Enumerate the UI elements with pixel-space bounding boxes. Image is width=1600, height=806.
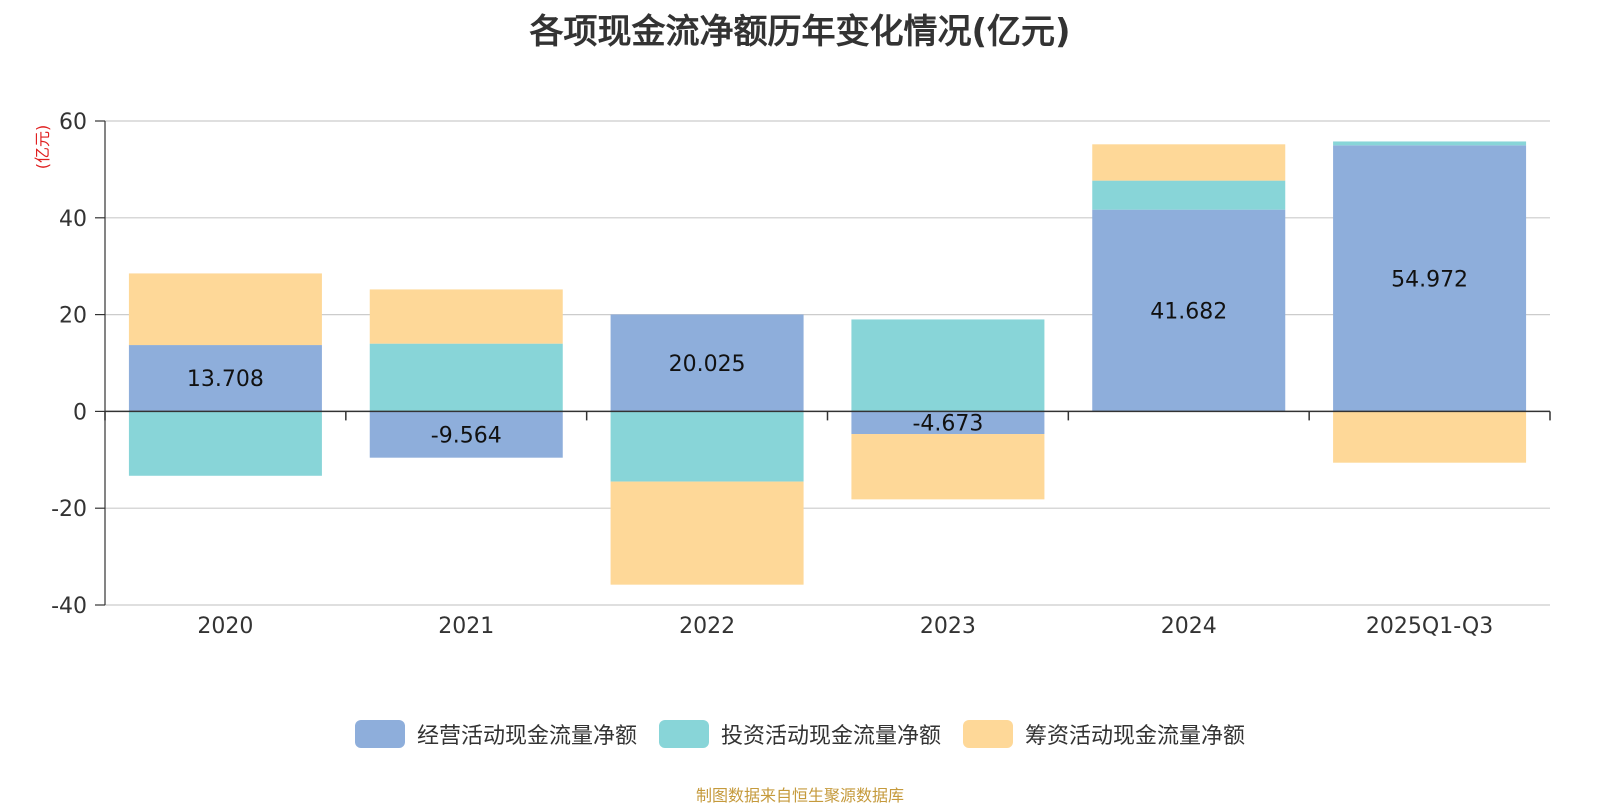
legend-swatch [963, 720, 1013, 748]
bar-2023-series-1 [851, 411, 1045, 435]
bar-2021-series-2 [369, 343, 563, 412]
y-tick-label: -20 [51, 497, 87, 522]
bar-2023-series-3 [851, 434, 1045, 500]
bar-2025Q1-Q3-series-3 [1333, 411, 1527, 463]
legend-item-3[interactable]: 筹资活动现金流量净额 [963, 718, 1245, 750]
y-tick-label: 60 [59, 110, 87, 135]
bar-2023-series-2 [851, 319, 1045, 412]
y-axis-label: (亿元) [33, 125, 52, 170]
y-tick-label: 20 [59, 304, 87, 329]
x-tick-label: 2024 [1161, 614, 1217, 639]
chart-svg: -40 -20 0 20 40 60 (亿元) 2020 2021 2022 2023 2024 202… [33, 110, 1551, 639]
chart-title: 各项现金流净额历年变化情况(亿元) [529, 12, 1071, 52]
source-note: 制图数据来自恒生聚源数据库 [695, 786, 904, 805]
bar-2025Q1-Q3-series-2 [1333, 141, 1527, 146]
bar-2021-series-1 [369, 411, 563, 458]
bar-2020-series-3 [128, 273, 322, 346]
data-label: 20.025 [669, 352, 746, 377]
data-label: 13.708 [187, 367, 264, 392]
data-label: 54.972 [1391, 267, 1468, 292]
x-tick-label: 2022 [679, 614, 735, 639]
y-tick-label: -40 [51, 594, 87, 619]
bar-2025Q1-Q3-series-1 [1333, 145, 1527, 412]
y-tick-label: 0 [73, 400, 87, 425]
bar-2022-series-1 [610, 314, 804, 412]
bar-2022-series-3 [610, 481, 804, 585]
legend-item-2[interactable]: 投资活动现金流量净额 [658, 718, 941, 750]
data-label: -9.564 [431, 424, 502, 449]
bar-2021-series-3 [369, 289, 563, 344]
legend-label: 投资活动现金流量净额 [720, 724, 941, 749]
data-label: 41.682 [1150, 300, 1227, 325]
legend-swatch [354, 720, 405, 748]
bar-2024-series-2 [1092, 180, 1286, 210]
bar-2022-series-2 [610, 411, 804, 482]
legend: 经营活动现金流量净额 投资活动现金流量净额 筹资活动现金流量净额 [0, 718, 1600, 750]
x-tick-label: 2025Q1-Q3 [1366, 614, 1493, 639]
legend-label: 筹资活动现金流量净额 [1025, 724, 1246, 749]
x-tick-label: 2023 [920, 614, 976, 639]
bar-2020-series-1 [128, 345, 322, 412]
y-tick-label: 40 [59, 207, 87, 232]
legend-item-1[interactable]: 经营活动现金流量净额 [354, 718, 637, 750]
bar-2024-series-1 [1092, 209, 1286, 412]
x-tick-label: 2020 [197, 614, 253, 639]
legend-label: 经营活动现金流量净额 [416, 724, 637, 749]
x-tick-label: 2021 [438, 614, 494, 639]
data-label: -4.673 [912, 412, 983, 437]
legend-swatch [658, 720, 709, 748]
bar-2020-series-2 [128, 411, 322, 476]
bar-2024-series-3 [1092, 144, 1286, 181]
